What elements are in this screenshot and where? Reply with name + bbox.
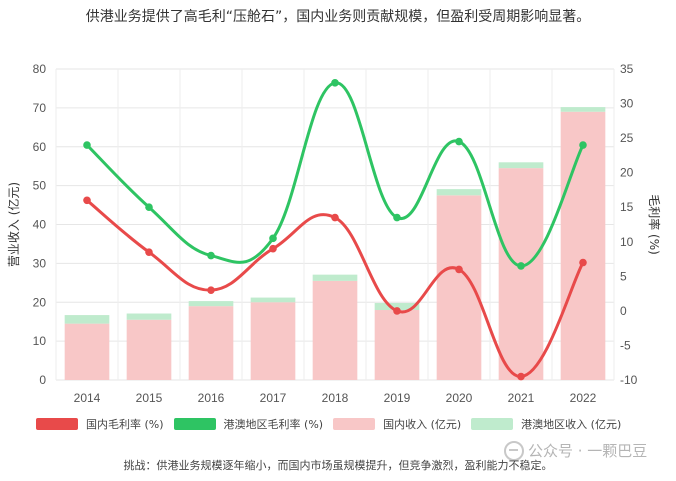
bar-domestic-revenue [250,302,296,380]
x-tick-label: 2016 [198,391,225,405]
bar-domestic-revenue [560,111,606,380]
legend-label-hk-margin: 港澳地区毛利率 (%) [223,418,324,431]
wechat-icon [504,440,524,461]
bar-domestic-revenue [498,168,544,380]
y-tick-label: 50 [33,179,47,193]
line-domestic-margin [85,198,585,379]
point-domestic-margin [331,213,339,222]
y-axis-title: 营业收入 (亿元) [6,182,21,267]
bar-hk-revenue [64,315,110,324]
y2-tick-label: 25 [620,131,634,145]
bar-domestic-revenue [64,323,110,380]
bar-hk-revenue [436,189,482,196]
legend-label-hk-revenue: 港澳地区收入 (亿元) [521,418,622,431]
y2-tick-label: -10 [620,373,638,387]
y2-tick-label: -5 [620,338,631,352]
page-title: 供港业务提供了高毛利“压舱石”，国内业务则贡献规模，但盈利受周期影响显著。 [85,9,591,25]
x-tick-label: 2015 [136,391,163,405]
legend-item-domestic-margin[interactable]: 国内毛利率 (%) [36,416,164,432]
bar-domestic-revenue [374,310,420,380]
y2-tick-label: 20 [620,166,634,180]
legend-item-domestic-revenue[interactable]: 国内收入 (亿元) [333,416,461,432]
legend-label-domestic-margin: 国内毛利率 (%) [86,418,164,431]
y2-tick-label: 15 [620,200,634,214]
legend-swatch-hk-margin [173,418,216,430]
y-tick-label: 70 [33,101,47,115]
point-hk-margin [207,251,215,260]
y2-tick-label: 30 [620,97,634,111]
bar-hk-revenue [126,313,172,320]
y-tick-label: 60 [33,140,47,154]
point-hk-margin [393,213,401,222]
legend-label-domestic-revenue: 国内收入 (亿元) [383,418,462,431]
y2-tick-label: 10 [620,235,634,249]
point-domestic-margin [269,244,277,253]
point-hk-margin [331,79,339,87]
legend-swatch-domestic-margin [36,418,78,430]
y-tick-label: 20 [33,295,47,309]
point-hk-margin [269,234,277,243]
legend-swatch-domestic-revenue [333,418,376,430]
y2-tick-label: 35 [620,62,634,76]
legend-item-hk-revenue[interactable]: 港澳地区收入 (亿元) [471,416,621,432]
y-tick-label: 0 [39,373,46,387]
watermark-text: 公众号 · 一颗巴豆 [528,442,648,460]
point-domestic-margin [579,258,587,267]
bar-domestic-revenue [188,306,234,380]
bar-hk-revenue [560,107,606,112]
y2-tick-label: 5 [620,269,627,283]
point-domestic-margin [83,196,91,205]
y2-axis-title: 毛利率 (%) [647,194,662,255]
legend-item-hk-margin[interactable]: 港澳地区毛利率 (%) [173,416,324,432]
y2-tick-label: 0 [620,304,627,318]
point-hk-margin [579,141,587,149]
y-tick-label: 10 [33,334,47,348]
bar-domestic-revenue [126,319,172,380]
y-tick-label: 80 [33,62,47,76]
legend-swatch-hk-revenue [471,418,514,430]
x-tick-label: 2019 [384,391,411,405]
x-tick-label: 2014 [74,391,101,405]
x-tick-label: 2022 [570,391,597,405]
chart-legend: 国内毛利率 (%) 港澳地区毛利率 (%) 国内收入 (亿元) 港澳地区收入 (… [36,416,631,432]
chart-caption: 挑战：供港业务规模逐年缩小，而国内市场虽规模提升，但竞争激烈，盈利能力不稳定。 [123,459,553,472]
x-tick-label: 2020 [446,391,473,405]
bar-hk-revenue [498,162,544,169]
chart-area: 0 10 20 30 40 50 60 70 80 -10 -5 0 5 10 15 20 25 30 35 2014… [6,62,662,405]
point-domestic-margin [393,307,401,315]
y-tick-label: 40 [33,218,47,232]
point-domestic-margin [455,265,463,274]
y-tick-label: 30 [33,256,47,270]
x-tick-label: 2018 [322,391,349,405]
point-domestic-margin [207,286,215,294]
point-hk-margin [83,141,91,149]
x-tick-label: 2017 [260,391,287,405]
bar-hk-revenue [312,274,358,281]
bar-hk-revenue [188,301,234,307]
line-hk-margin [85,81,585,268]
bar-hk-revenue [374,303,420,311]
point-hk-margin [517,262,525,270]
watermark: 公众号 · 一颗巴豆 [504,440,647,461]
bar-domestic-revenue [312,280,358,380]
point-domestic-margin [145,248,153,256]
x-tick-label: 2021 [508,391,535,405]
point-domestic-margin [517,372,525,381]
point-hk-margin [455,137,463,146]
bar-hk-revenue [250,297,296,303]
point-hk-margin [145,203,153,212]
